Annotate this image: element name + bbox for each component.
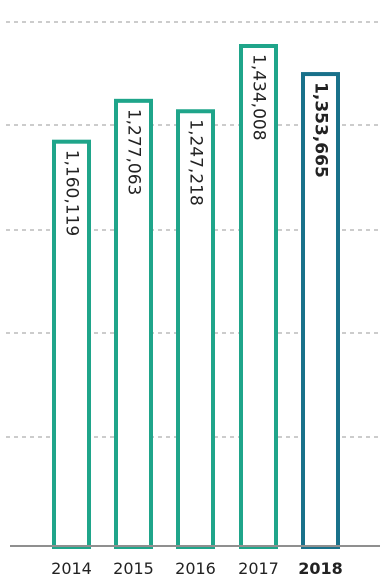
x-tick-label-2014: 2014 bbox=[51, 559, 92, 577]
bar-2016 bbox=[176, 109, 215, 549]
x-tick-label-2016: 2016 bbox=[175, 559, 216, 577]
bar-value-label: 1,247,218 bbox=[186, 119, 206, 206]
bar-2017 bbox=[239, 44, 278, 549]
bar-value-label: 1,434,008 bbox=[249, 54, 269, 141]
bar-2014 bbox=[52, 139, 91, 549]
x-tick-label-2015: 2015 bbox=[113, 559, 154, 577]
bar-value-label: 1,277,063 bbox=[124, 109, 144, 196]
bar-value-label: 1,160,119 bbox=[62, 150, 82, 237]
bars bbox=[52, 44, 340, 550]
x-tick-labels: 2014 2015 2016 2017 2018 bbox=[51, 559, 343, 577]
bar-value-labels: 1,160,119 1,277,063 1,247,218 1,434,008 1,35… bbox=[62, 54, 331, 236]
bar-value-label: 1,353,665 bbox=[311, 82, 331, 178]
x-tick-label-2017: 2017 bbox=[238, 559, 279, 577]
x-tick-label-2018: 2018 bbox=[298, 559, 343, 577]
